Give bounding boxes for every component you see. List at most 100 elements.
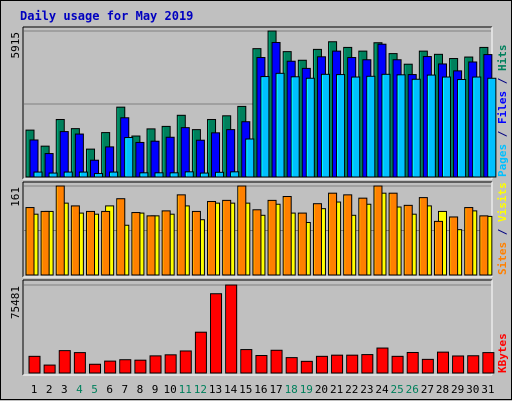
x-tick-label-25: 25	[390, 383, 403, 396]
bottom-bar-kbytes-22	[346, 354, 359, 374]
x-tick-label-19: 19	[300, 383, 313, 396]
x-tick-label-14: 14	[224, 383, 238, 396]
bottom-bar-kbytes-5	[89, 363, 102, 374]
middle-bar-sites-14	[222, 199, 232, 276]
top-bar-pages-3	[63, 171, 73, 178]
top-bar-pages-9	[154, 172, 164, 178]
top-bar-pages-19	[305, 77, 315, 178]
bottom-bar-kbytes-15	[240, 349, 253, 374]
middle-bar-sites-5	[86, 210, 96, 276]
top-axis-max-label: 5915	[9, 32, 22, 59]
middle-bar-sites-30	[464, 207, 474, 276]
middle-axis-max-label: 161	[9, 187, 22, 207]
bottom-legend-part-0: KBytes	[496, 333, 509, 373]
top-bar-pages-14	[230, 171, 240, 178]
top-bar-pages-2	[48, 172, 58, 178]
top-bar-pages-26	[411, 78, 421, 178]
bottom-axis-max-label: 75481	[9, 286, 22, 319]
top-bars	[25, 30, 497, 178]
x-tick-label-9: 9	[152, 383, 159, 396]
top-bar-pages-23	[366, 75, 376, 178]
top-bar-pages-16	[260, 76, 270, 178]
bottom-bar-kbytes-7	[119, 359, 132, 374]
bottom-bar-kbytes-9	[149, 355, 162, 374]
middle-panel: 161 Sites / Visits	[9, 181, 509, 278]
bottom-bar-kbytes-13	[210, 293, 223, 374]
middle-bar-sites-31	[479, 215, 489, 276]
middle-bar-sites-1	[25, 207, 35, 276]
top-bar-pages-1	[33, 171, 43, 178]
top-bar-pages-20	[320, 73, 330, 178]
middle-bar-sites-11	[176, 194, 186, 276]
x-tick-label-17: 17	[269, 383, 282, 396]
x-tick-label-8: 8	[137, 383, 144, 396]
bottom-bar-kbytes-23	[361, 354, 374, 374]
bottom-bar-kbytes-24	[376, 347, 389, 374]
middle-bar-sites-29	[449, 216, 459, 276]
middle-bar-sites-8	[131, 212, 141, 276]
bottom-bar-kbytes-11	[179, 350, 192, 374]
top-legend-part-1: /	[496, 124, 509, 144]
x-tick-label-12: 12	[194, 383, 207, 396]
middle-bar-sites-28	[433, 220, 443, 276]
top-bar-pages-17	[275, 72, 285, 178]
x-tick-label-16: 16	[254, 383, 267, 396]
top-legend: Pages / Files / Hits	[496, 45, 509, 178]
top-bar-pages-22	[351, 76, 361, 178]
x-tick-label-18: 18	[285, 383, 298, 396]
middle-bar-sites-12	[191, 210, 201, 276]
middle-bar-sites-3	[55, 185, 65, 276]
middle-legend-part-1: /	[496, 222, 509, 242]
x-tick-label-30: 30	[466, 383, 479, 396]
x-tick-label-15: 15	[239, 383, 252, 396]
bottom-bar-kbytes-2	[43, 364, 56, 374]
bottom-bar-kbytes-25	[391, 355, 404, 374]
middle-bar-sites-18	[282, 196, 292, 276]
top-bar-pages-28	[441, 76, 451, 178]
x-tick-label-1: 1	[31, 383, 38, 396]
top-bar-pages-6	[109, 171, 119, 178]
x-tick-label-2: 2	[46, 383, 53, 396]
top-bar-pages-7	[124, 137, 134, 178]
top-bar-pages-11	[184, 171, 194, 178]
middle-legend-part-0: Sites	[496, 242, 509, 275]
top-bar-pages-25	[396, 74, 406, 178]
bottom-legend: KBytes	[496, 333, 509, 373]
top-legend-part-2: Files	[496, 91, 509, 124]
bottom-bar-kbytes-8	[134, 359, 147, 374]
top-bar-pages-8	[139, 172, 149, 178]
x-tick-label-6: 6	[106, 383, 113, 396]
bottom-bar-kbytes-1	[28, 355, 41, 374]
middle-bar-sites-21	[328, 192, 338, 276]
bottom-bar-kbytes-29	[452, 355, 465, 374]
top-legend-part-4: Hits	[496, 45, 509, 72]
x-tick-label-7: 7	[121, 383, 128, 396]
middle-bar-sites-26	[403, 204, 413, 276]
bottom-bar-kbytes-10	[164, 354, 177, 374]
middle-bar-sites-7	[116, 198, 126, 276]
top-bar-pages-10	[169, 172, 179, 178]
middle-bar-sites-24	[373, 185, 383, 276]
middle-bar-sites-10	[161, 210, 171, 276]
x-tick-label-26: 26	[406, 383, 419, 396]
middle-bars	[25, 185, 493, 276]
bottom-bar-kbytes-3	[58, 350, 71, 374]
bottom-bar-kbytes-31	[482, 352, 495, 374]
x-tick-label-22: 22	[345, 383, 358, 396]
top-bar-pages-18	[290, 76, 300, 178]
bottom-bar-kbytes-30	[467, 355, 480, 374]
middle-bar-sites-20	[312, 203, 322, 276]
bottom-bar-kbytes-17	[270, 349, 283, 374]
middle-bar-sites-15	[237, 185, 247, 276]
top-bar-pages-13	[215, 171, 225, 178]
chart-title: Daily usage for May 2019	[20, 9, 193, 23]
x-tick-label-5: 5	[91, 383, 98, 396]
middle-bar-sites-22	[343, 194, 353, 276]
top-panel: 5915 Pages / Files / Hits	[9, 26, 509, 180]
x-tick-label-28: 28	[436, 383, 449, 396]
middle-bar-sites-19	[297, 212, 307, 276]
top-bar-pages-21	[336, 74, 346, 178]
x-tick-label-31: 31	[481, 383, 494, 396]
top-bar-pages-30	[472, 76, 482, 178]
